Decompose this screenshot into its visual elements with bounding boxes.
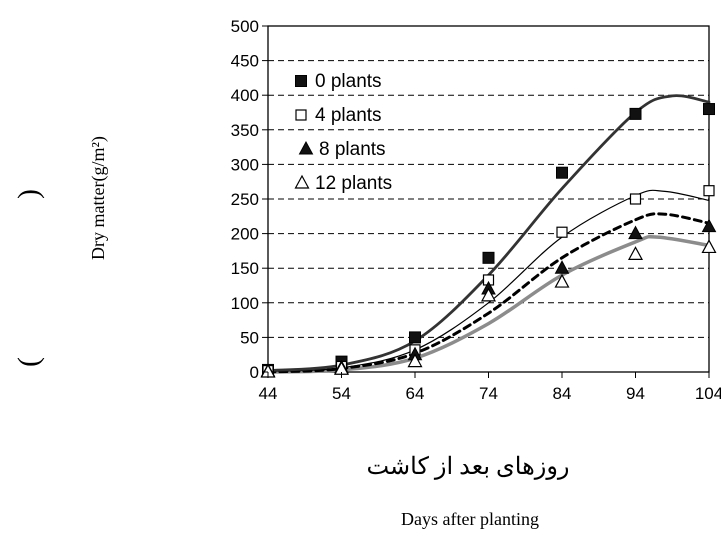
data-point [629, 193, 642, 205]
data-point [554, 273, 570, 288]
series-line [266, 94, 711, 372]
legend-item: 12 plants [294, 173, 392, 194]
x-tick-labels: 44 54 64 74 84 94 104 [259, 372, 721, 403]
series-lines [266, 94, 711, 374]
y-tick-label: 200 [231, 225, 259, 244]
y-tick-label: 150 [231, 259, 259, 278]
y-axis-paren-close: ) [12, 189, 45, 199]
data-point [627, 246, 644, 260]
series-line [266, 212, 711, 374]
legend: 0 plants 4 plants 8 plants 12 plants [294, 71, 392, 194]
y-tick-label: 250 [231, 190, 259, 209]
y-tick-label: 400 [231, 86, 259, 105]
y-axis-label: Dry matter(g/m²) [88, 136, 109, 260]
x-tick-label: 104 [695, 384, 721, 403]
data-point [703, 103, 715, 116]
y-tick-label: 100 [231, 294, 259, 313]
x-axis-label-persian: روزهای بعد از کاشت [366, 454, 569, 480]
y-tick-label: 350 [231, 121, 259, 140]
data-point [482, 251, 495, 264]
series-line [266, 234, 711, 374]
x-tick-label: 94 [626, 384, 645, 403]
x-tick-label: 54 [332, 384, 351, 403]
y-tick-label: 50 [240, 328, 259, 347]
x-axis-label: Days after planting [401, 509, 539, 529]
legend-item: 4 plants [295, 105, 382, 126]
x-tick-label: 64 [406, 384, 425, 403]
legend-item: 0 plants [295, 71, 382, 92]
data-point [554, 260, 570, 274]
legend-label: 12 plants [315, 173, 392, 194]
y-tick-label: 0 [250, 363, 259, 382]
series-line [267, 189, 710, 372]
y-tick-label: 300 [231, 155, 259, 174]
data-point [409, 331, 421, 344]
data-point [556, 226, 568, 238]
legend-label: 8 plants [319, 139, 386, 160]
data-point [703, 185, 715, 197]
data-point [556, 166, 568, 179]
data-point [629, 107, 642, 120]
legend-label: 4 plants [315, 105, 382, 126]
data-point [701, 218, 717, 233]
data-point [480, 287, 497, 302]
data-point [407, 353, 423, 368]
y-tick-labels: 0 50 100 150 200 250 300 350 400 450 500 [231, 17, 268, 382]
y-tick-label: 450 [231, 52, 259, 71]
x-tick-label: 44 [259, 384, 278, 403]
legend-label: 0 plants [315, 71, 382, 92]
legend-marker [295, 75, 307, 87]
data-point [628, 225, 643, 240]
legend-marker [294, 174, 310, 189]
y-axis-paren-open: ( [12, 357, 45, 367]
legend-item: 8 plants [298, 139, 386, 160]
legend-marker [295, 109, 307, 121]
x-tick-label: 74 [479, 384, 498, 403]
legend-marker [298, 140, 314, 155]
data-point [701, 239, 717, 254]
y-tick-label: 500 [231, 17, 259, 36]
x-tick-label: 84 [553, 384, 572, 403]
